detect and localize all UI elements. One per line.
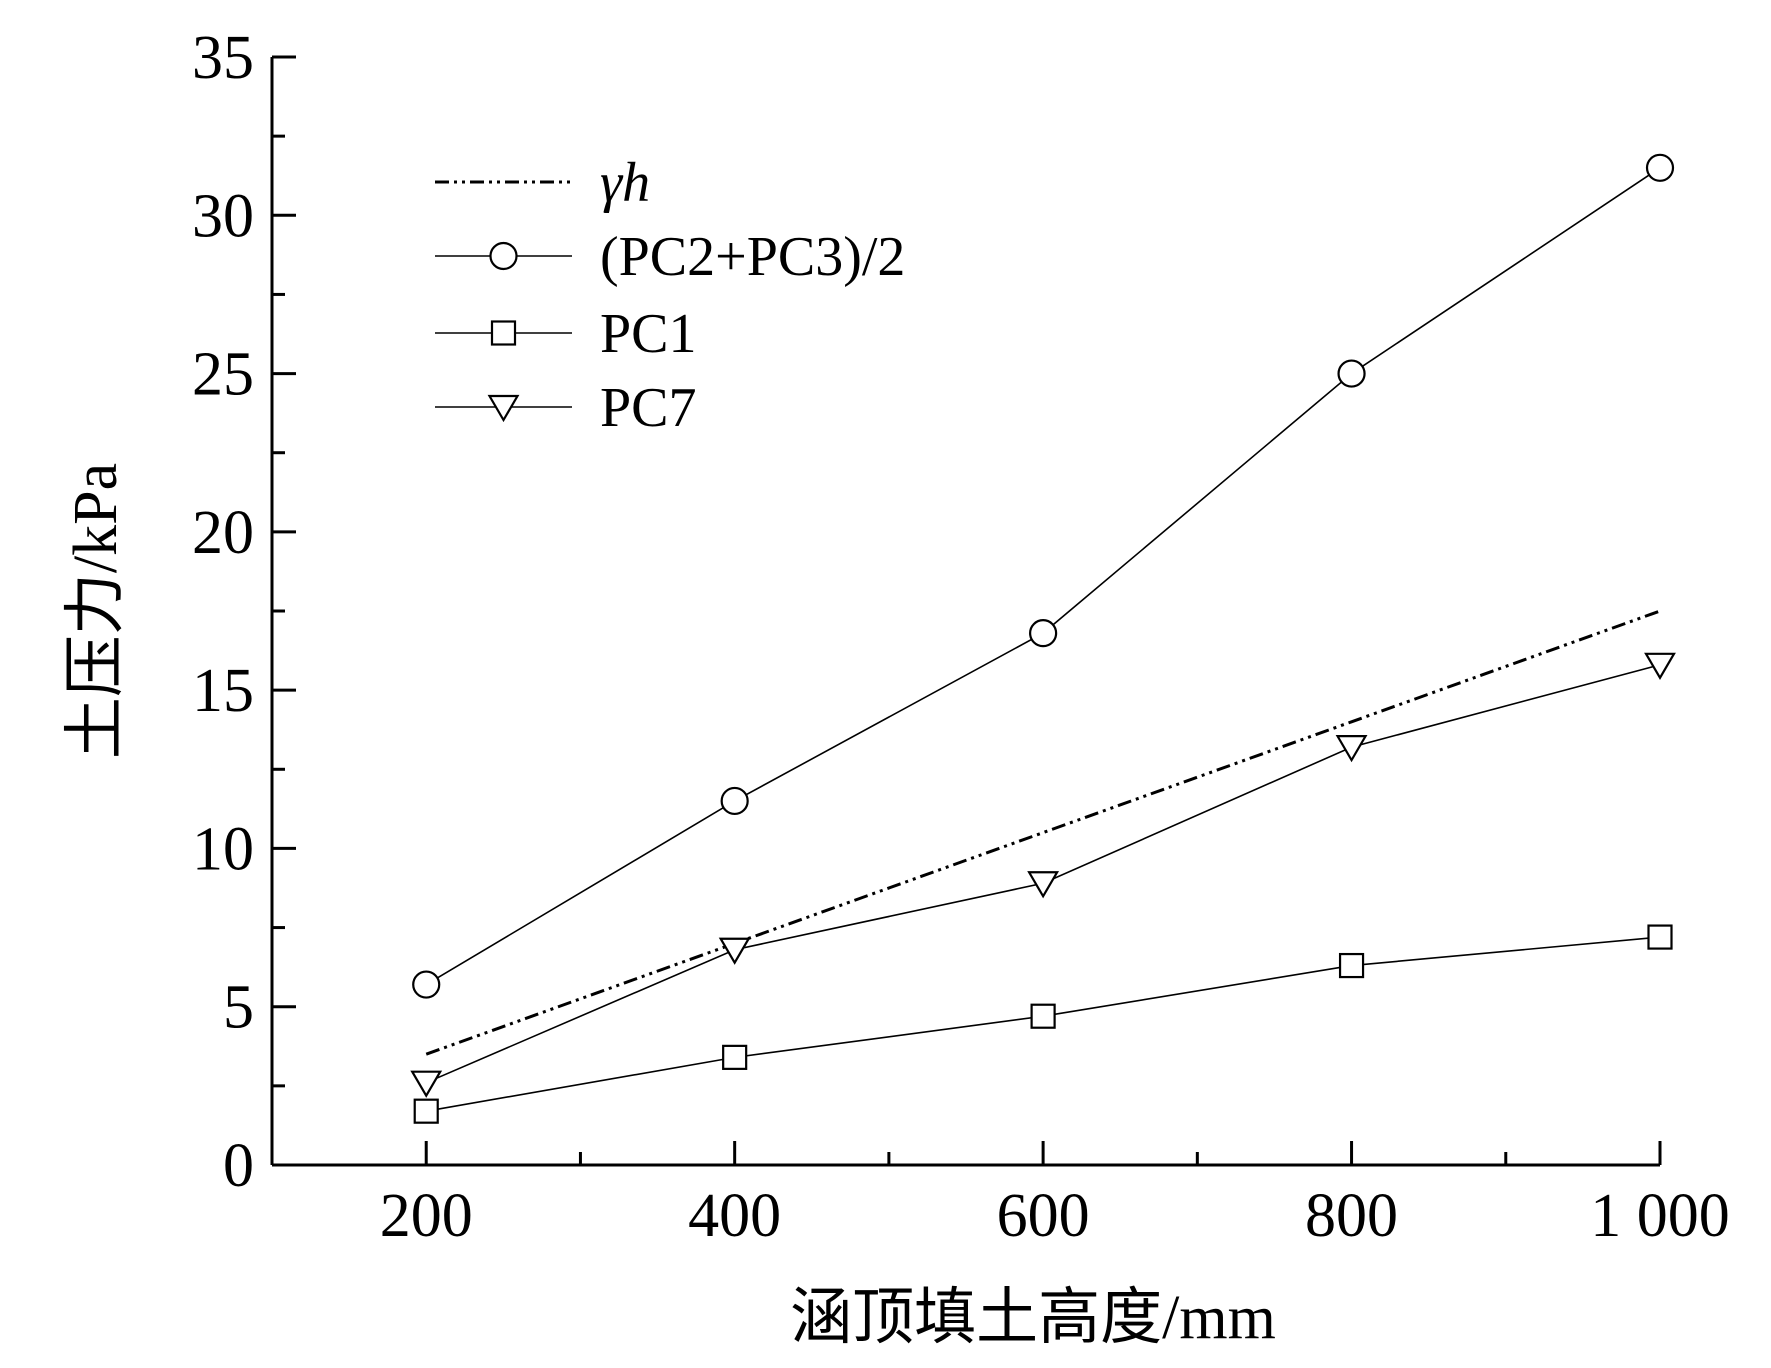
legend: γh (PC2+PC3)/2 PC1 PC7 [435,152,905,439]
data-point-pc2-pc3-avg [412,970,441,999]
data-point-pc7 [410,1070,443,1098]
legend-label-pc1: PC1 [600,303,697,365]
y-axis-title: 土压力/kPa [62,463,130,759]
series-gamma-h [425,609,1661,1056]
y-tick-label: 35 [192,24,254,92]
series-pc1 [413,924,1673,1124]
data-point-pc2-pc3-avg [720,786,749,816]
x-tick-label: 800 [1305,1182,1398,1250]
legend-marker-pc1 [490,320,517,346]
y-tick-label: 30 [192,182,254,250]
legend-marker-pc2-pc3-avg [489,241,518,271]
y-tick-label: 10 [192,815,254,883]
y-tick-label: 20 [192,499,254,567]
series-line-gamma-h [425,609,1661,1056]
data-point-pc2-pc3-avg [1645,153,1675,182]
data-point-pc1 [722,1044,748,1070]
y-tick-label: 5 [223,974,254,1042]
series-pc7 [410,652,1676,1098]
legend-label-pc2-pc3-avg: (PC2+PC3)/2 [600,226,905,288]
data-point-pc1 [413,1098,439,1124]
y-tick-label: 15 [192,657,254,725]
data-point-pc1 [1030,1003,1056,1029]
x-tick-label: 600 [997,1182,1090,1250]
data-point-pc1 [1338,952,1365,979]
x-tick-label: 400 [688,1182,781,1250]
series-line-pc2-pc3-avg [425,167,1661,986]
axes: 0 5 10 15 20 25 30 35 200 400 600 800 1 000 [192,24,1730,1250]
x-tick-label: 1 000 [1590,1182,1730,1250]
y-tick-label: 0 [223,1132,254,1200]
data-point-pc7 [1335,735,1368,763]
legend-marker-pc7 [487,394,520,423]
legend-label-gamma-h: γh [600,152,650,214]
x-axis-title: 涵顶填土高度/mm [790,1284,1276,1352]
y-tick-label: 25 [192,341,254,409]
x-tick-label: 200 [380,1182,473,1250]
data-point-pc2-pc3-avg [1029,619,1058,648]
data-point-pc7 [1027,871,1060,899]
series-pc2-pc3-avg [412,153,1675,999]
legend-label-pc7: PC7 [600,377,697,439]
data-point-pc2-pc3-avg [1337,359,1366,388]
data-point-pc7 [718,937,751,965]
series-layer [410,153,1676,1124]
data-point-pc1 [1647,924,1673,950]
data-point-pc7 [1644,652,1676,681]
